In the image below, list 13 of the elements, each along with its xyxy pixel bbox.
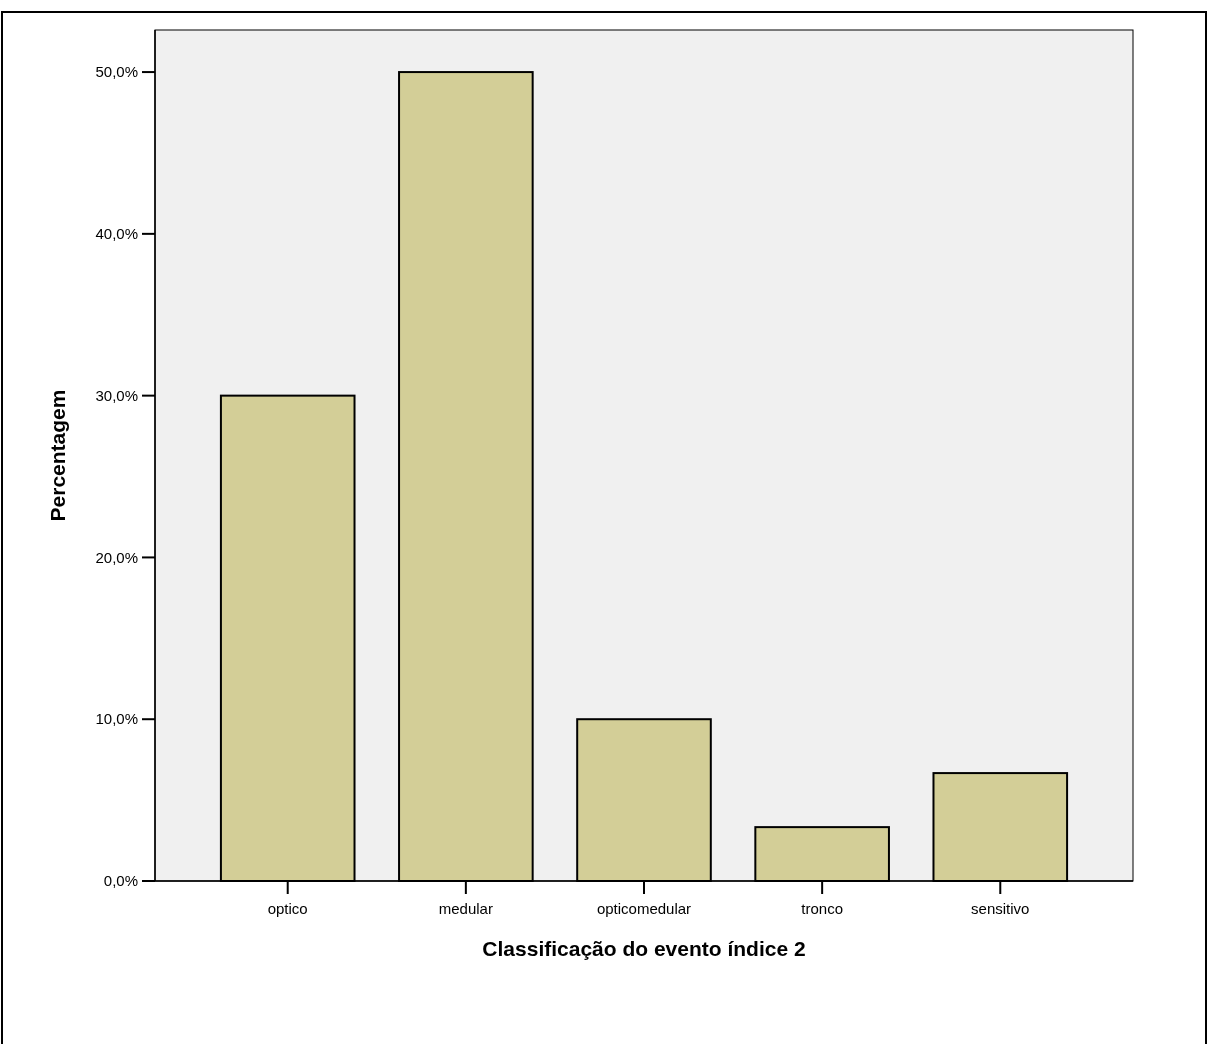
x-tick-label: optico — [267, 900, 308, 917]
x-tick-label: sensitivo — [971, 900, 1030, 917]
y-tick-label: 50,0% — [95, 63, 138, 81]
y-tick-label: 10,0% — [95, 710, 138, 728]
x-tick-label: opticomedular — [596, 900, 692, 917]
y-axis-title: Percentagem — [46, 389, 69, 522]
x-tick-label: tronco — [801, 900, 843, 917]
y-tick-label: 40,0% — [95, 225, 138, 243]
y-tick-label: 30,0% — [95, 386, 138, 404]
x-tick-label: medular — [438, 900, 493, 917]
x-axis-title: Classificação do evento índice 2 — [482, 937, 806, 960]
y-tick-label: 0,0% — [103, 872, 138, 890]
y-tick-label: 20,0% — [95, 548, 138, 566]
